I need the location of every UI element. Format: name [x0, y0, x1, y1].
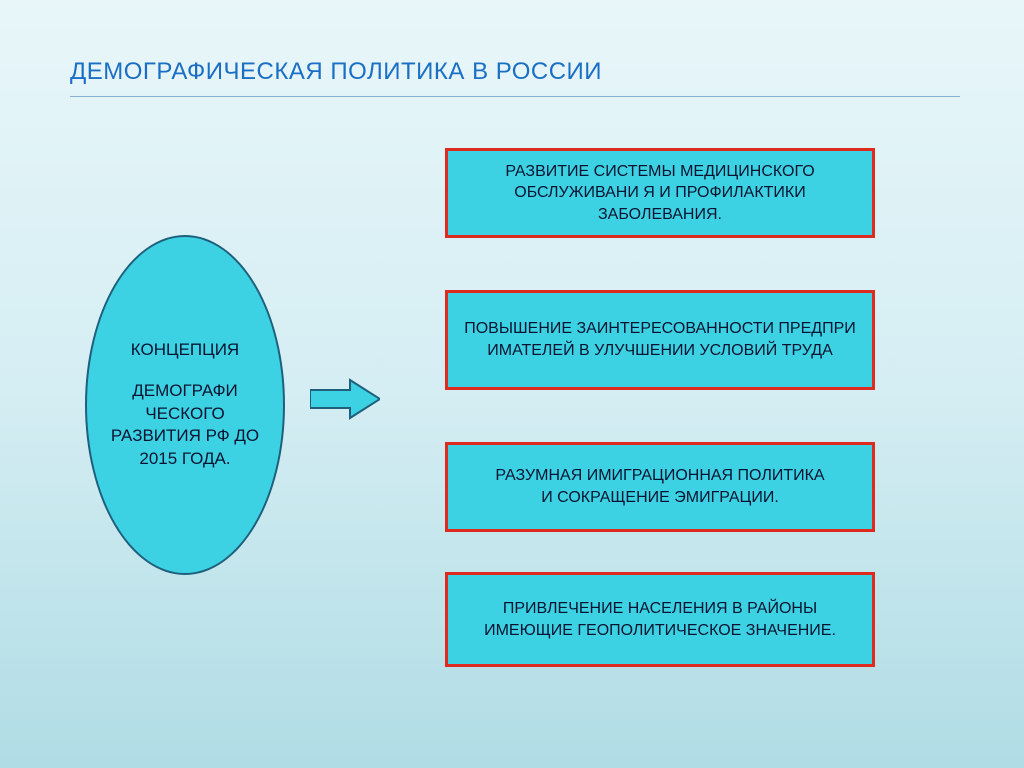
policy-box-2-text: ПОВЫШЕНИЕ ЗАИНТЕРЕСОВАННОСТИ ПРЕДПРИ ИМА… [462, 318, 858, 361]
policy-box-2: ПОВЫШЕНИЕ ЗАИНТЕРЕСОВАННОСТИ ПРЕДПРИ ИМА… [445, 290, 875, 390]
ellipse-text-2: ДЕМОГРАФИ ЧЕСКОГО РАЗВИТИЯ РФ ДО 2015 ГО… [107, 380, 263, 472]
concept-ellipse: КОНЦЕПЦИЯ ДЕМОГРАФИ ЧЕСКОГО РАЗВИТИЯ РФ … [85, 235, 285, 575]
policy-box-3: РАЗУМНАЯ ИМИГРАЦИОННАЯ ПОЛИТИКАИ СОКРАЩЕ… [445, 442, 875, 532]
policy-box-4: ПРИВЛЕЧЕНИЕ НАСЕЛЕНИЯ В РАЙОНЫИМЕЮЩИЕ ГЕ… [445, 572, 875, 667]
policy-box-3-text: РАЗУМНАЯ ИМИГРАЦИОННАЯ ПОЛИТИКАИ СОКРАЩЕ… [495, 465, 824, 508]
ellipse-text-1: КОНЦЕПЦИЯ [131, 339, 239, 362]
slide-title: ДЕМОГРАФИЧЕСКАЯ ПОЛИТИКА В РОССИИ [70, 58, 954, 86]
arrow-icon [310, 378, 380, 420]
header: ДЕМОГРАФИЧЕСКАЯ ПОЛИТИКА В РОССИИ [0, 0, 1024, 97]
title-underline [70, 96, 960, 97]
policy-box-1: РАЗВИТИЕ СИСТЕМЫ МЕДИЦИНСКОГО ОБСЛУЖИВАН… [445, 148, 875, 238]
policy-box-4-text: ПРИВЛЕЧЕНИЕ НАСЕЛЕНИЯ В РАЙОНЫИМЕЮЩИЕ ГЕ… [484, 598, 836, 641]
policy-box-1-text: РАЗВИТИЕ СИСТЕМЫ МЕДИЦИНСКОГО ОБСЛУЖИВАН… [462, 161, 858, 226]
